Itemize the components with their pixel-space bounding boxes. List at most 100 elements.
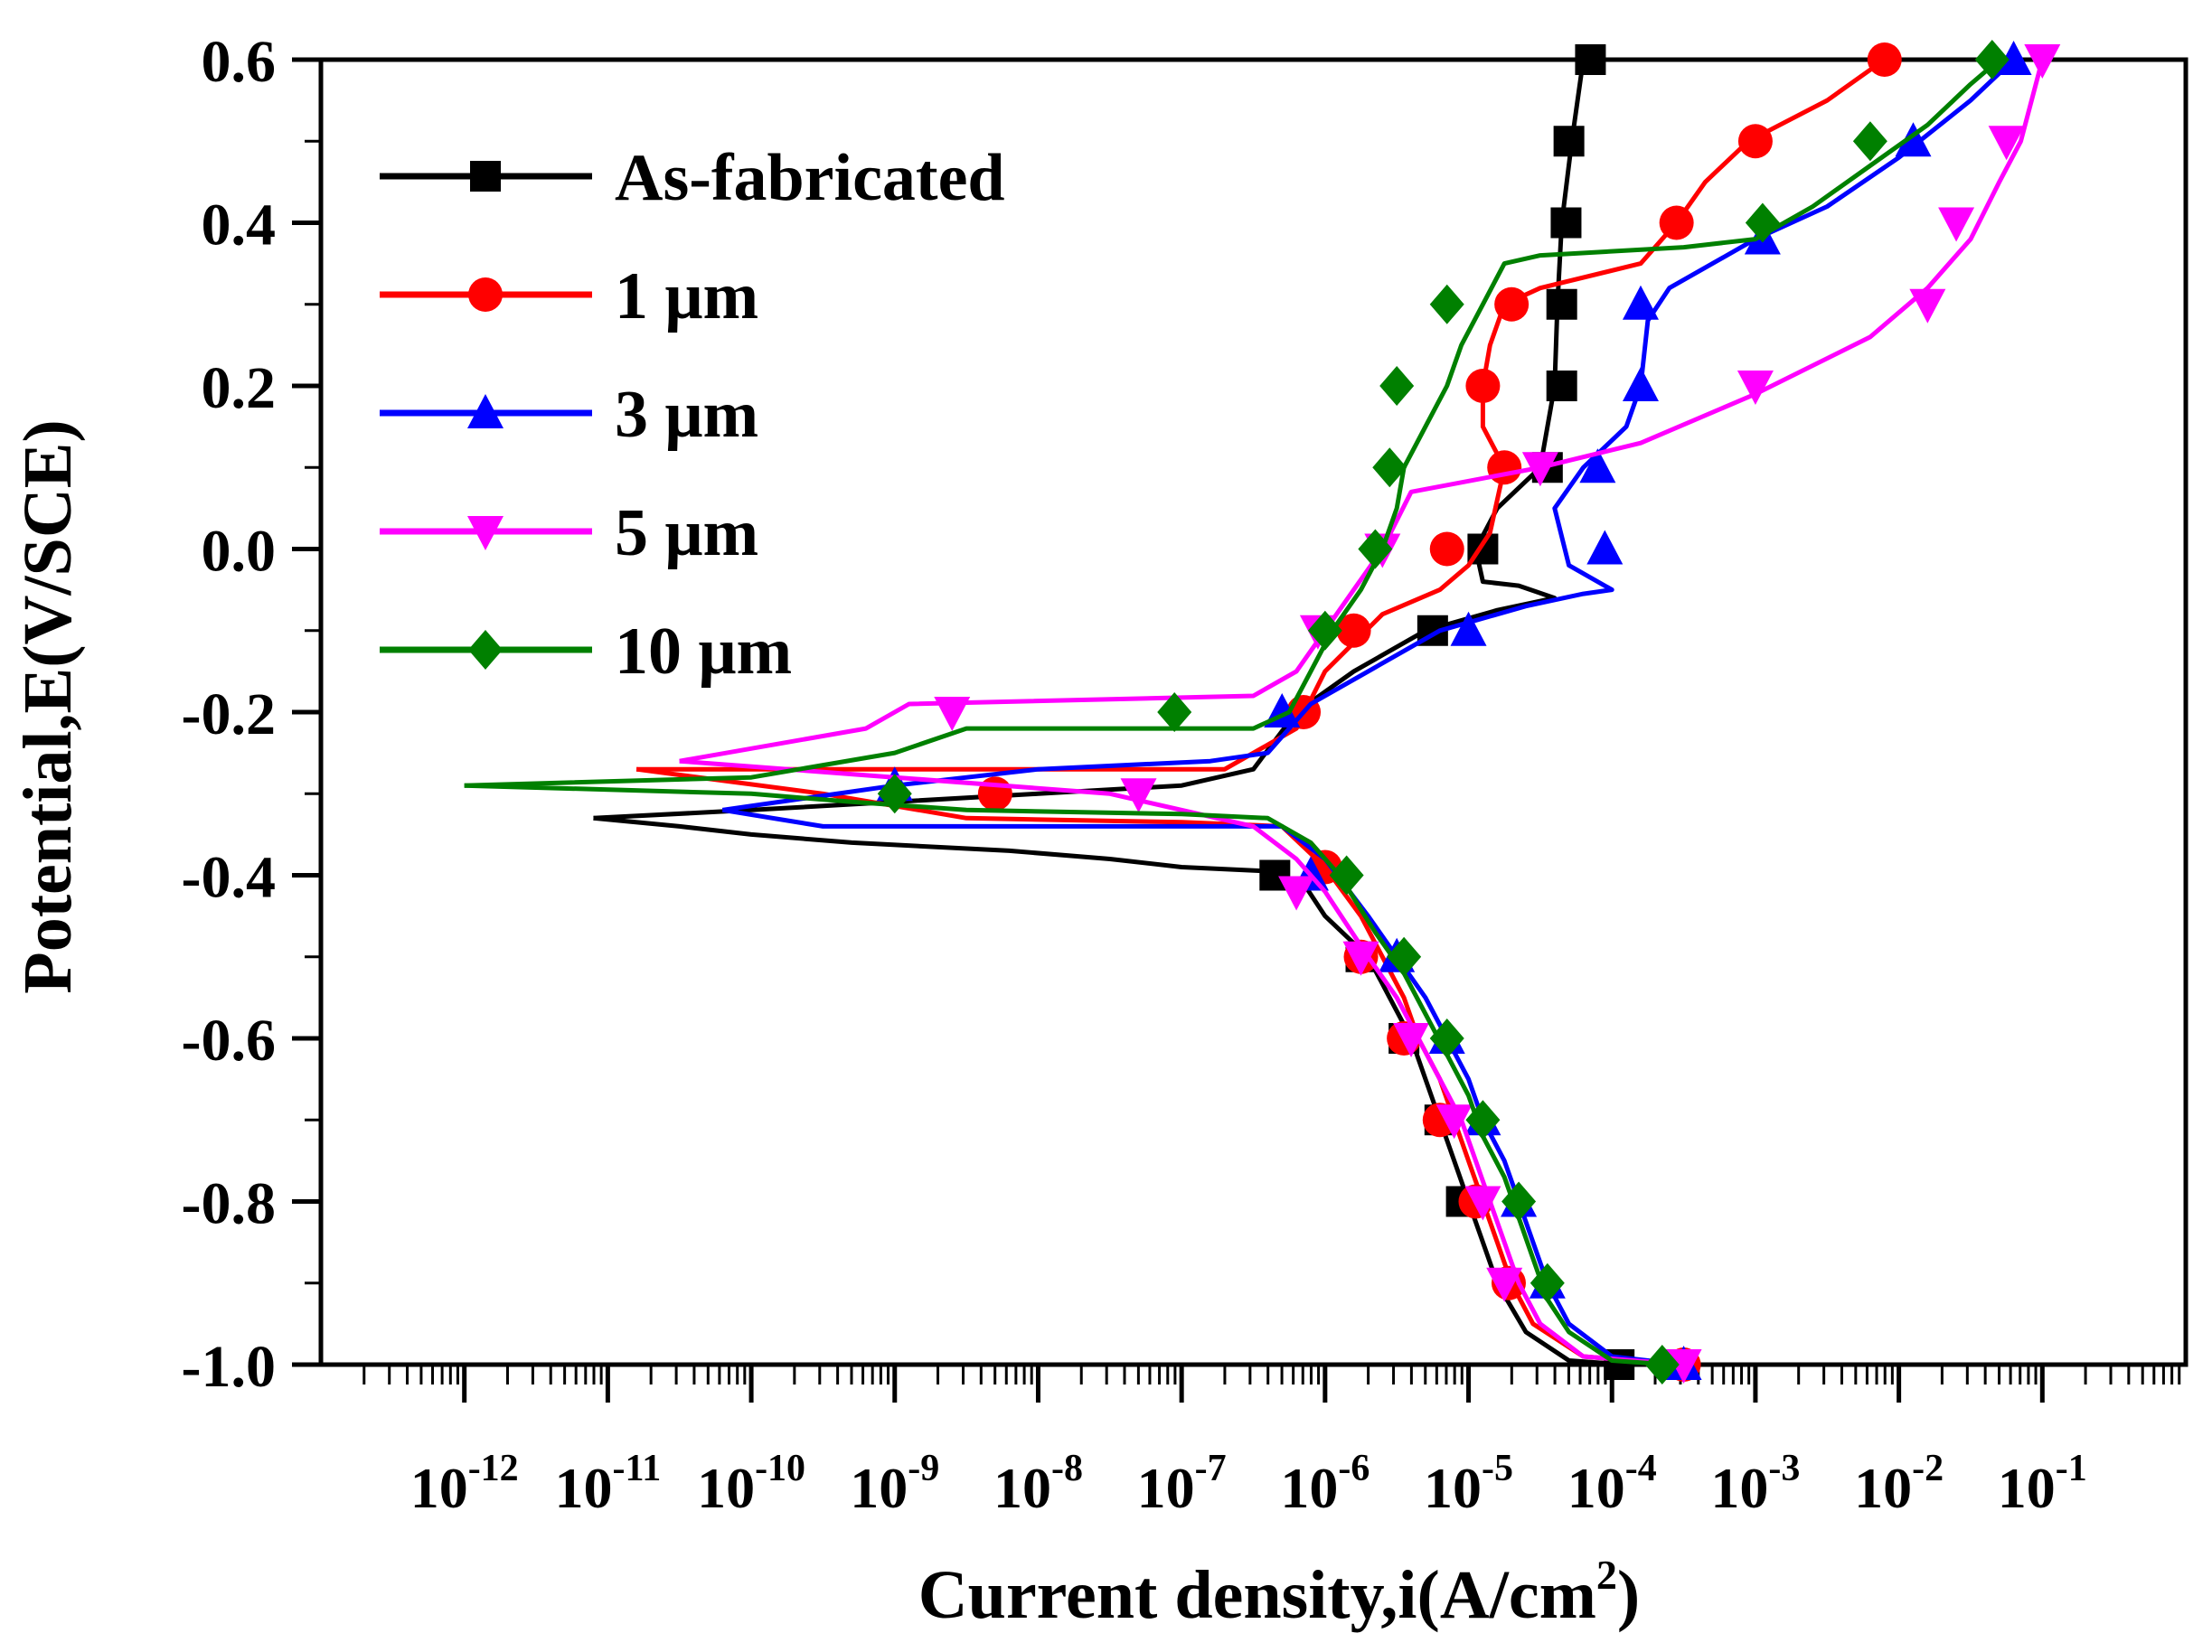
data-point xyxy=(1393,1023,1430,1057)
y-tick-label: -0.2 xyxy=(182,681,276,747)
series-line-cathodic xyxy=(464,783,1670,1367)
data-point xyxy=(1546,371,1577,401)
data-point xyxy=(1737,371,1774,405)
series-line-cathodic xyxy=(679,758,1684,1367)
data-point xyxy=(1307,610,1342,651)
data-point xyxy=(1622,285,1659,320)
y-tick-label: 0.6 xyxy=(202,29,277,95)
legend: As-fabricated 1 μm 3 μm 5 μm 10 μm xyxy=(380,141,1005,689)
data-point xyxy=(1120,778,1157,813)
data-point xyxy=(877,774,912,814)
y-tick-label: -1.0 xyxy=(182,1334,276,1400)
data-point xyxy=(1379,366,1415,406)
series-2 xyxy=(721,41,2032,1380)
data-point xyxy=(1521,452,1558,487)
data-point xyxy=(1586,530,1624,565)
x-axis-label: Current density,i(A/cm2) xyxy=(918,1552,1640,1633)
x-axis-label-main: Current density,i(A/cm xyxy=(918,1557,1596,1633)
data-point xyxy=(1486,1267,1523,1302)
legend-marker xyxy=(467,394,504,428)
legend-item: 10 μm xyxy=(380,615,792,689)
data-point xyxy=(1429,284,1464,324)
data-point xyxy=(1487,450,1522,485)
data-point xyxy=(1938,207,1975,242)
x-tick-label: 10-1 xyxy=(1998,1448,2087,1520)
legend-label: 1 μm xyxy=(615,259,758,333)
y-tick-label: -0.6 xyxy=(182,1008,276,1074)
y-tick-label: 0.2 xyxy=(202,355,277,421)
legend-label: 5 μm xyxy=(615,496,758,570)
data-point xyxy=(1358,529,1393,569)
x-tick-label: 10-10 xyxy=(697,1448,805,1520)
series-line-anodic xyxy=(679,59,2045,764)
x-tick-label: 10-11 xyxy=(555,1448,662,1520)
data-point xyxy=(1429,531,1464,567)
series-line-anodic xyxy=(464,58,2001,788)
data-point xyxy=(1745,202,1780,243)
axes: 10-12 10-11 10-10 10-9 10-8 10-7 10-6 10-5 10-4 1… xyxy=(182,29,2188,1520)
series-0 xyxy=(593,44,1635,1380)
data-point xyxy=(1852,121,1887,162)
x-tick-label: 10-12 xyxy=(410,1448,519,1520)
series-line-anodic xyxy=(721,58,2016,812)
data-point xyxy=(1501,1181,1537,1222)
x-tick-label: 10-9 xyxy=(850,1448,939,1520)
legend-label: As-fabricated xyxy=(615,141,1005,215)
data-point xyxy=(1494,286,1530,322)
series-line-cathodic xyxy=(593,815,1627,1367)
x-axis-label-close: ) xyxy=(1617,1557,1640,1633)
x-tick-label: 10-7 xyxy=(1137,1448,1227,1520)
data-point xyxy=(1895,122,1932,157)
data-point xyxy=(1465,369,1501,403)
x-axis-label-sup: 2 xyxy=(1596,1552,1617,1598)
y-tick-label: 0.4 xyxy=(202,192,277,258)
data-point xyxy=(1450,611,1487,646)
data-point xyxy=(1622,367,1659,401)
y-tick-label: -0.4 xyxy=(182,845,276,911)
data-point xyxy=(934,697,971,731)
legend-item: 5 μm xyxy=(380,496,758,570)
data-point xyxy=(1974,40,2010,80)
legend-marker xyxy=(468,630,503,670)
data-point xyxy=(1553,126,1585,157)
legend-label: 3 μm xyxy=(615,378,758,452)
x-tick-label: 10-5 xyxy=(1424,1448,1513,1520)
series-layer xyxy=(464,40,2061,1384)
x-tick-label: 10-4 xyxy=(1567,1448,1657,1520)
data-point xyxy=(1157,692,1192,732)
y-tick-label: -0.8 xyxy=(182,1171,276,1237)
data-point xyxy=(1278,876,1315,911)
data-point xyxy=(1372,447,1407,488)
data-point xyxy=(1659,205,1694,240)
data-point xyxy=(1575,44,1606,75)
legend-marker xyxy=(467,516,504,550)
y-axis-label: Potential,E(V/SCE) xyxy=(10,419,86,993)
data-point xyxy=(977,776,1012,812)
data-point xyxy=(1867,42,1902,77)
legend-label: 10 μm xyxy=(615,615,792,689)
data-point xyxy=(1988,126,2025,161)
data-point xyxy=(1429,1018,1464,1058)
data-point xyxy=(1342,941,1379,976)
data-point xyxy=(1995,41,2032,75)
series-3 xyxy=(679,44,2061,1384)
data-point xyxy=(1550,207,1582,239)
x-tick-label: 10-2 xyxy=(1854,1448,1944,1520)
series-line-cathodic xyxy=(635,766,1684,1367)
plot-frame xyxy=(318,57,2188,1367)
data-point xyxy=(1909,288,1946,324)
data-point xyxy=(2024,44,2061,79)
data-point xyxy=(1465,1100,1501,1140)
data-point xyxy=(1336,613,1371,648)
legend-marker xyxy=(468,277,503,312)
data-point xyxy=(1329,855,1364,896)
legend-item: 3 μm xyxy=(380,378,758,452)
data-point xyxy=(1737,124,1773,159)
x-tick-label: 10-8 xyxy=(993,1448,1083,1520)
data-point xyxy=(1464,1186,1501,1221)
data-point xyxy=(1665,1349,1702,1384)
legend-item: As-fabricated xyxy=(380,141,1005,215)
data-point xyxy=(1644,1345,1680,1384)
data-point xyxy=(1579,448,1616,483)
